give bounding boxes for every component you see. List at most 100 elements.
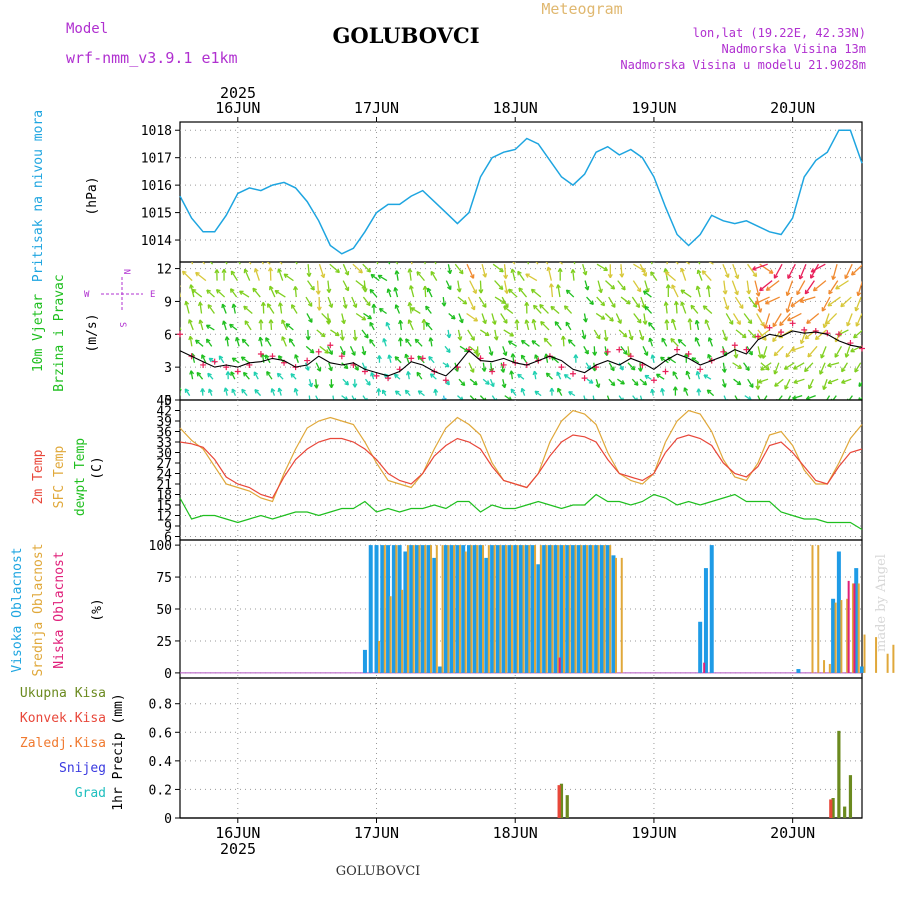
wind-arrow-head	[821, 308, 827, 312]
high-cloud-bar	[703, 568, 708, 673]
wind-arrow-head	[828, 291, 833, 295]
high-cloud-bar	[709, 545, 714, 673]
wind-arrow-head	[407, 268, 411, 273]
wind-arrow	[806, 395, 816, 400]
wind-arrow-head	[704, 319, 707, 324]
wind-arrow-head	[407, 302, 411, 307]
wind-arrow-head	[443, 302, 447, 307]
wind-arrow	[408, 268, 412, 281]
wind-arrow-head	[368, 267, 372, 273]
wind-arrow-head	[494, 320, 497, 325]
wind-arrow	[457, 296, 467, 305]
wind-arrow-head	[386, 288, 389, 293]
high-cloud-bar	[409, 545, 414, 673]
wind-arrow-head	[598, 383, 601, 388]
wind-arrow	[680, 301, 687, 314]
wind-arrow-head	[759, 402, 762, 404]
wind-arrow	[230, 288, 238, 298]
wind-arrow-head	[752, 268, 757, 271]
wind-arrow	[760, 362, 772, 371]
wind-arrow	[827, 362, 840, 367]
wind-arrow	[675, 262, 679, 265]
precip-legend-item: Zaledj.Kisa	[20, 736, 106, 751]
wind-arrow-head	[464, 299, 468, 305]
wind-arrow-head	[222, 253, 225, 255]
wind-arrow-head	[195, 272, 198, 277]
wind-arrow	[545, 353, 549, 363]
wind-arrow	[442, 395, 446, 400]
wind-arrow-head	[510, 268, 513, 274]
wind-arrow	[746, 280, 750, 295]
wind-gust-marker	[812, 328, 819, 334]
wind-arrow-head	[244, 253, 247, 255]
wind-arrow	[804, 280, 815, 295]
wind-arrow-head	[824, 402, 827, 404]
temperature-ytick-label: 30	[156, 447, 172, 462]
pressure-ytick-label: 1017	[141, 152, 172, 167]
wind-arrow	[596, 296, 605, 307]
wind-arrow	[379, 308, 387, 315]
wind-arrow	[467, 329, 475, 341]
wind-arrow-head	[785, 354, 791, 358]
wind-arrow	[791, 345, 805, 352]
wind-arrow-head	[670, 338, 673, 343]
wind-arrow-head	[180, 387, 182, 391]
wind-arrow-head	[572, 252, 573, 256]
direction-e: E	[150, 290, 155, 300]
wind-arrow-head	[570, 269, 574, 274]
wind-arrow-head	[308, 272, 312, 277]
wind-arrow	[241, 388, 248, 397]
bottom-date-label: 19JUN	[631, 824, 676, 842]
wind-arrow	[723, 395, 727, 400]
wind-arrow-head	[750, 319, 753, 324]
wind-gust-marker	[338, 353, 345, 360]
high-cloud-bar	[588, 545, 593, 673]
wind-arrow	[355, 312, 366, 321]
wind-arrow	[539, 304, 549, 314]
wind-arrow-head	[759, 289, 764, 292]
wind-arrow	[858, 381, 862, 387]
wind-arrow	[488, 346, 493, 356]
wind-arrow	[773, 345, 784, 357]
wind-arrow	[196, 372, 204, 380]
wind-arrow-head	[650, 389, 653, 394]
wind-arrow	[479, 280, 482, 294]
wind-arrow-head	[448, 348, 451, 353]
wind-arrow	[244, 320, 252, 331]
wind-arrow-head	[277, 355, 280, 360]
wind-arrow-head	[242, 372, 246, 377]
wind-arrow	[191, 288, 203, 298]
wind-arrow-head	[587, 285, 590, 291]
mid-cloud-bar	[470, 545, 473, 673]
wind-arrow-head	[181, 271, 185, 276]
wind-arrow-head	[277, 387, 280, 393]
wind-arrow	[327, 296, 333, 308]
high-cloud-bar	[599, 545, 604, 673]
wind-arrow	[416, 271, 425, 282]
wind-arrow	[190, 370, 194, 380]
wind-arrow-head	[611, 317, 614, 322]
wind-arrow-head	[505, 274, 509, 279]
wind-arrow-head	[405, 338, 407, 343]
high-cloud-bar	[513, 545, 518, 673]
wind-arrow-head	[422, 253, 423, 257]
precip-legend-item: Grad	[75, 786, 106, 801]
wind-gust-marker	[754, 333, 761, 340]
wind-arrow-head	[486, 331, 490, 336]
high-cloud-bar	[796, 669, 801, 673]
wind-arrow	[494, 280, 504, 290]
wind-arrow-head	[633, 365, 636, 370]
wind-arrow	[480, 329, 490, 337]
mid-cloud-bar	[557, 545, 560, 673]
wind-arrow	[241, 338, 250, 347]
wind-arrow	[840, 296, 852, 308]
wind-arrow	[664, 271, 677, 282]
wind-arrow	[269, 285, 276, 298]
wind-arrow-head	[786, 402, 789, 404]
wind-arrow-head	[368, 301, 371, 306]
wind-arrow	[399, 320, 402, 330]
high-cloud-bar	[490, 545, 495, 673]
wind-gust-marker	[570, 370, 577, 377]
wind-arrow-head	[215, 289, 219, 294]
wind-arrow	[650, 262, 653, 265]
